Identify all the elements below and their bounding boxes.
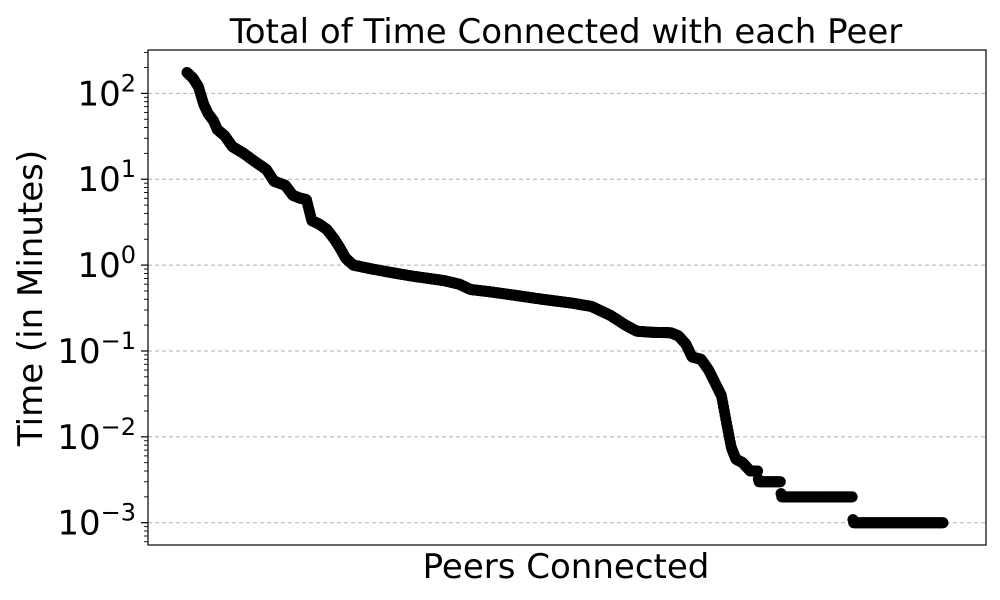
y-tick-label: 102 [77, 69, 136, 114]
y-tick-labels: 10−3 10−2 10−1 100 101 102 [57, 69, 136, 543]
plot-frame [147, 49, 987, 546]
chart-title: Total of Time Connected with each Peer [229, 12, 903, 52]
x-axis-label: Peers Connected [423, 547, 710, 587]
data-points [181, 67, 949, 529]
data-point [937, 517, 949, 529]
data-point [752, 465, 764, 477]
y-tick-label: 10−1 [57, 327, 136, 372]
y-tick-label: 10−2 [57, 413, 136, 458]
y-axis-label: Time (in Minutes) [11, 150, 51, 447]
minor-ticks [144, 51, 148, 543]
data-point [774, 476, 786, 488]
y-tick-label: 101 [77, 155, 136, 200]
data-point [846, 491, 858, 503]
y-tick-label: 10−3 [57, 499, 136, 544]
grid [141, 92, 986, 524]
y-tick-label: 100 [77, 241, 136, 286]
